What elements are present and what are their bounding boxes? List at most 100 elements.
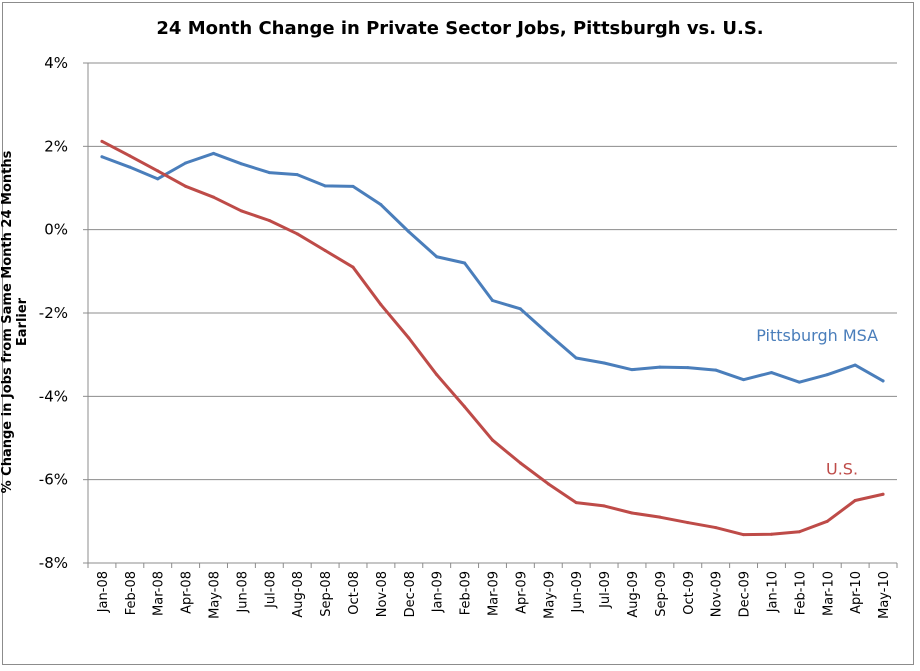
x-tick-label: Aug-08 xyxy=(291,571,306,618)
x-tick-label: May-10 xyxy=(877,571,892,619)
y-tick-label: -4% xyxy=(39,387,68,405)
data-point xyxy=(379,303,383,307)
data-point xyxy=(853,363,857,367)
data-point xyxy=(769,371,773,375)
data-point xyxy=(100,155,104,159)
x-tick-label: Nov-09 xyxy=(710,571,725,617)
x-tick-label: Sep-08 xyxy=(319,571,334,617)
x-tick-label: Oct-09 xyxy=(682,571,697,615)
y-tick-label: -6% xyxy=(39,471,68,489)
data-point xyxy=(435,373,439,377)
series-label-0: Pittsburgh MSA xyxy=(756,326,878,345)
x-tick-label: Jan-08 xyxy=(96,571,111,613)
x-tick-label: Jul-08 xyxy=(263,571,278,609)
data-point xyxy=(212,195,216,199)
data-point xyxy=(602,504,606,508)
x-tick-label: May-09 xyxy=(542,571,557,619)
x-tick-label: Mar-10 xyxy=(821,571,836,616)
x-tick-label: Jan-09 xyxy=(431,571,446,613)
data-point xyxy=(518,307,522,311)
data-point xyxy=(825,373,829,377)
data-point xyxy=(630,368,634,372)
x-tick-label: Nov-08 xyxy=(375,571,390,617)
data-point xyxy=(491,438,494,442)
data-point xyxy=(351,265,355,269)
data-point xyxy=(463,405,467,409)
data-point xyxy=(714,368,718,372)
data-point xyxy=(407,336,411,340)
series-label-1: U.S. xyxy=(826,459,858,478)
data-point xyxy=(463,261,467,265)
data-point xyxy=(267,171,271,175)
data-point xyxy=(100,139,104,143)
x-axis: Jan-08 Feb-08 Mar-08 Apr-08 May-08 Jun-08 Jul-… xyxy=(87,63,898,619)
x-tick-label: Jul-09 xyxy=(598,571,613,609)
data-point xyxy=(797,380,801,384)
data-point xyxy=(295,173,299,177)
x-tick-label: Jun-08 xyxy=(235,571,250,614)
y-tick-label: 2% xyxy=(44,137,68,155)
series-lines xyxy=(100,139,885,537)
x-tick-label: Dec-09 xyxy=(738,571,753,617)
data-point xyxy=(853,499,857,502)
data-point xyxy=(156,169,160,173)
x-tick-label: Apr-09 xyxy=(514,571,529,614)
data-point xyxy=(295,232,299,236)
data-point xyxy=(184,184,188,188)
data-point xyxy=(267,219,271,222)
data-point xyxy=(574,356,578,360)
data-point xyxy=(825,519,829,523)
data-point xyxy=(435,255,439,259)
series-labels: Pittsburgh MSA U.S. xyxy=(756,326,878,478)
data-point xyxy=(714,526,718,530)
y-tick-label: 0% xyxy=(44,221,68,239)
data-point xyxy=(239,162,243,166)
data-point xyxy=(407,230,411,234)
data-point xyxy=(128,165,132,169)
data-point xyxy=(742,533,746,537)
data-point xyxy=(323,184,327,188)
data-point xyxy=(351,184,355,188)
data-point xyxy=(128,154,132,158)
data-point xyxy=(742,378,746,382)
chart-frame xyxy=(2,2,914,665)
data-point xyxy=(184,161,188,165)
series-line-0 xyxy=(100,151,885,384)
data-point xyxy=(546,482,550,486)
data-point xyxy=(574,501,578,505)
x-tick-label: Oct-08 xyxy=(347,571,362,615)
data-point xyxy=(658,365,662,369)
gridlines xyxy=(88,62,897,564)
y-tick-label: 4% xyxy=(44,54,68,72)
data-point xyxy=(323,249,327,252)
data-point xyxy=(686,521,690,525)
x-tick-label: Apr-08 xyxy=(180,571,195,614)
data-point xyxy=(491,299,494,302)
data-point xyxy=(602,361,606,365)
data-point xyxy=(379,203,383,207)
y-axis-ticks: 4% 2% 0% -2% -4% -6% -8% xyxy=(39,54,88,572)
data-point xyxy=(881,379,885,383)
x-tick-label: Feb-09 xyxy=(459,571,474,615)
y-tick-label: -2% xyxy=(39,304,68,322)
x-tick-label: Mar-08 xyxy=(152,571,167,616)
x-tick-label: Jun-09 xyxy=(570,571,585,614)
x-tick-label: Sep-09 xyxy=(654,571,669,617)
x-tick-label: Feb-08 xyxy=(124,571,139,615)
chart-title: 24 Month Change in Private Sector Jobs, … xyxy=(156,18,764,39)
x-tick-label: Dec-08 xyxy=(403,571,418,617)
x-tick-label: Feb-10 xyxy=(793,571,808,615)
data-point xyxy=(686,366,690,370)
data-point xyxy=(212,151,216,155)
x-tick-label: Aug-09 xyxy=(626,571,641,618)
data-point xyxy=(797,530,801,534)
data-point xyxy=(156,177,160,181)
data-point xyxy=(239,209,243,213)
x-tick-label: Jan-10 xyxy=(765,571,780,613)
data-point xyxy=(769,532,773,536)
data-point xyxy=(658,515,662,519)
data-point xyxy=(546,332,550,336)
x-tick-label: May-08 xyxy=(208,571,223,619)
y-tick-label: -8% xyxy=(39,554,68,572)
